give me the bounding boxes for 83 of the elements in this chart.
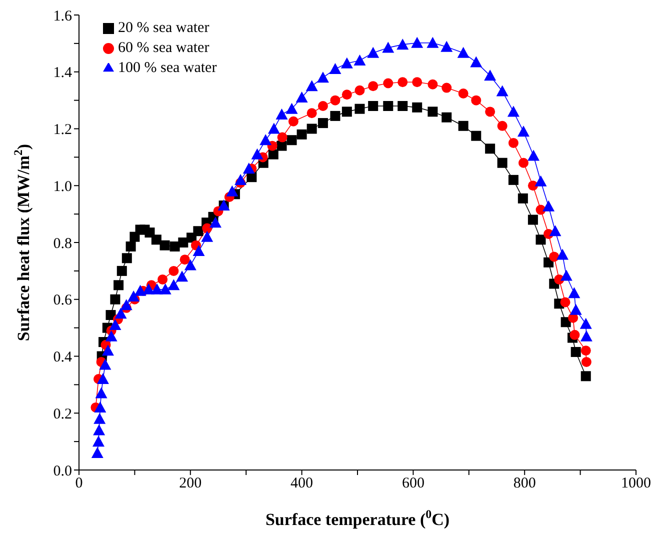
y-tick-label: 1.4 bbox=[53, 65, 72, 82]
point bbox=[508, 138, 518, 148]
x-tick-label: 800 bbox=[513, 476, 536, 492]
point bbox=[398, 77, 408, 88]
y-tick-label: 1.2 bbox=[53, 122, 72, 138]
point bbox=[398, 101, 408, 111]
point bbox=[330, 110, 340, 121]
point bbox=[536, 234, 546, 245]
point bbox=[580, 371, 591, 382]
y-tick-label: 0.0 bbox=[53, 463, 72, 480]
point bbox=[508, 174, 518, 185]
point bbox=[485, 144, 496, 154]
point bbox=[151, 234, 162, 245]
y-tick-label: 1.0 bbox=[53, 178, 72, 195]
point bbox=[570, 330, 580, 340]
y-tick-label: 1.6 bbox=[53, 8, 72, 24]
point bbox=[581, 356, 592, 367]
point bbox=[412, 102, 422, 112]
point bbox=[412, 77, 422, 88]
point bbox=[458, 88, 468, 98]
y-tick-label: 0.2 bbox=[53, 406, 72, 422]
point bbox=[318, 118, 328, 128]
point bbox=[383, 78, 394, 88]
point bbox=[580, 346, 591, 356]
point bbox=[497, 158, 508, 168]
point bbox=[306, 124, 317, 134]
point bbox=[296, 129, 307, 140]
point bbox=[442, 112, 452, 122]
point bbox=[202, 223, 212, 234]
point bbox=[342, 90, 352, 100]
point bbox=[570, 346, 581, 357]
point bbox=[471, 130, 482, 141]
point bbox=[158, 274, 168, 284]
point bbox=[342, 106, 352, 117]
x-tick-label: 200 bbox=[179, 476, 202, 492]
point bbox=[306, 108, 317, 118]
point bbox=[122, 253, 132, 264]
legend-label: 100 % sea water bbox=[118, 60, 217, 76]
point bbox=[110, 294, 120, 304]
point bbox=[330, 95, 340, 106]
y-tick-label: 0.8 bbox=[53, 236, 72, 252]
point bbox=[442, 82, 452, 93]
point bbox=[354, 85, 365, 96]
point bbox=[560, 297, 570, 308]
point bbox=[471, 95, 482, 106]
point bbox=[518, 158, 528, 168]
point bbox=[160, 240, 170, 250]
legend-label: 60 % sea water bbox=[118, 40, 210, 56]
point bbox=[277, 132, 288, 142]
y-tick-label: 0.4 bbox=[53, 350, 72, 366]
point bbox=[168, 266, 179, 276]
point bbox=[368, 101, 378, 111]
point bbox=[276, 140, 287, 151]
point bbox=[116, 266, 127, 276]
x-tick-label: 0 bbox=[75, 476, 83, 492]
point bbox=[428, 79, 438, 90]
point bbox=[354, 104, 365, 114]
x-tick-label: 600 bbox=[402, 476, 424, 492]
point bbox=[114, 280, 124, 290]
point bbox=[518, 193, 528, 204]
point bbox=[383, 101, 394, 111]
point bbox=[485, 106, 496, 117]
legend-label: 20 % sea water bbox=[118, 20, 210, 36]
point bbox=[268, 149, 278, 160]
point bbox=[288, 116, 298, 126]
point bbox=[549, 252, 560, 262]
point bbox=[130, 232, 140, 242]
point bbox=[528, 214, 538, 225]
x-axis-title: Surface temperature ($^{0}$C) bbox=[265, 507, 450, 529]
point bbox=[144, 228, 155, 238]
point bbox=[458, 120, 468, 131]
x-tick-label: 400 bbox=[290, 476, 314, 492]
point bbox=[126, 241, 136, 252]
point bbox=[178, 238, 188, 248]
x-tick-label: 1000 bbox=[621, 476, 651, 492]
point bbox=[368, 81, 378, 92]
point bbox=[286, 135, 297, 146]
point bbox=[318, 101, 328, 111]
y-tick-label: 0.6 bbox=[53, 292, 72, 309]
point bbox=[428, 106, 438, 117]
point bbox=[193, 226, 204, 236]
point bbox=[497, 120, 508, 131]
point bbox=[180, 254, 190, 265]
